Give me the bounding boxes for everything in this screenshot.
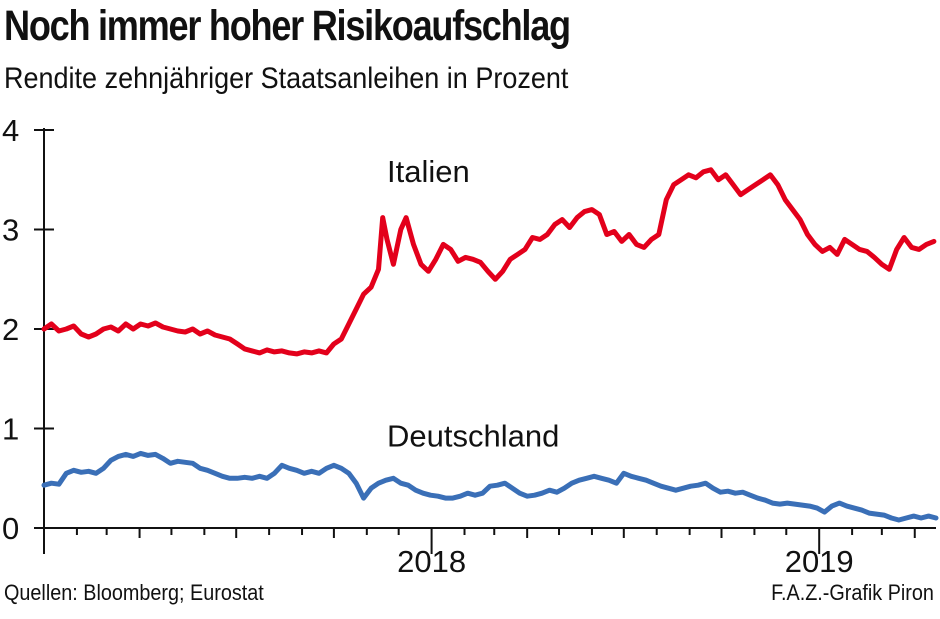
series-label-italien: Italien xyxy=(387,154,470,189)
series-line-italien xyxy=(41,167,937,357)
chart-axes: 0 1 2 3 4 2018 2019 xyxy=(2,113,936,579)
series-label-deutschland: Deutschland xyxy=(387,418,559,453)
chart-series-labels: Italien Deutschland xyxy=(387,154,559,454)
x-year-label: 2018 xyxy=(397,544,466,579)
y-tick-label: 4 xyxy=(2,113,19,148)
x-year-label: 2019 xyxy=(785,544,854,579)
chart-subtitle: Rendite zehnjähriger Staatsanleihen in P… xyxy=(4,62,569,95)
y-tick-label: 0 xyxy=(2,511,19,546)
credit-note: F.A.Z.-Grafik Piron xyxy=(771,580,934,605)
line-chart: 0 1 2 3 4 2018 2019 Italien Deutschland xyxy=(2,113,939,579)
chart-series xyxy=(41,167,939,523)
y-tick-label: 3 xyxy=(2,213,19,248)
chart-title: Noch immer hoher Risikoaufschlag xyxy=(4,2,571,50)
y-tick-label: 1 xyxy=(2,412,19,447)
source-note: Quellen: Bloomberg; Eurostat xyxy=(4,580,264,605)
y-tick-label: 2 xyxy=(2,312,19,347)
series-line-deutschland xyxy=(41,450,939,523)
